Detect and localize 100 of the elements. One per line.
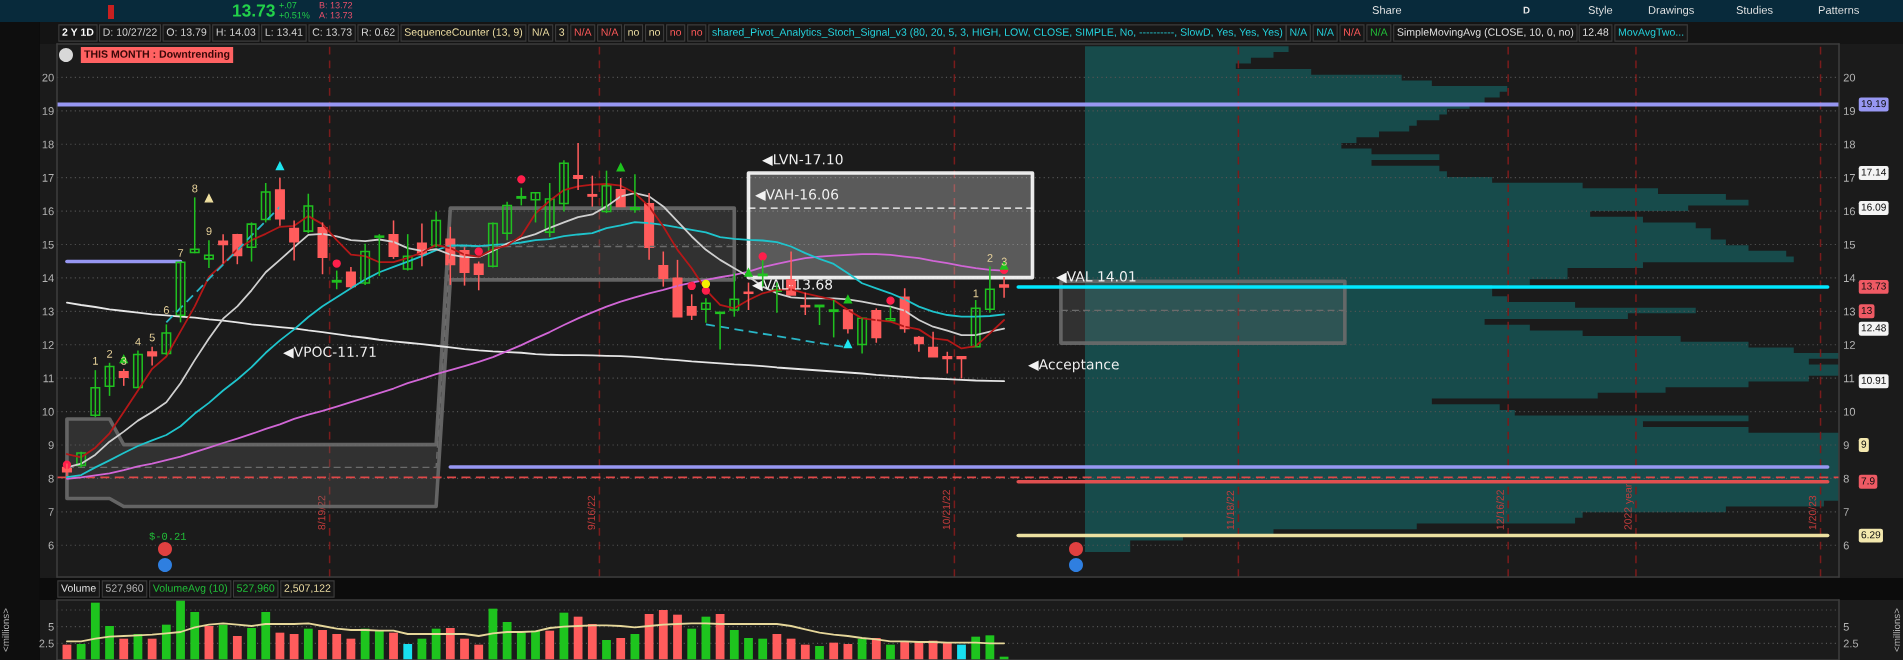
text: N/A xyxy=(1290,28,1308,36)
ref-line-label: 19.19 xyxy=(1861,100,1886,108)
annotation: ◀LVN-17.10 xyxy=(762,154,843,167)
text: shared_Pivot_Analytics_Stoch_Signal_v3 (80, 20, 5, 3, HIGH, LOW, CLOSE, SIMPLE, No, ----------, SlowD, Yes, Yes, Yes) xyxy=(712,28,1283,38)
y2-tick-label: 14 xyxy=(1844,274,1856,282)
y-tick-label: 8 xyxy=(48,474,54,483)
text: SimpleMovingAvg (CLOSE, 10, 0, no) xyxy=(1397,28,1574,38)
y-tick-label: 11 xyxy=(43,374,54,383)
text: 17.14 xyxy=(1861,168,1887,176)
y2-tick-label: 17 xyxy=(1844,174,1855,182)
y-tick-label: 13 xyxy=(42,307,54,316)
x-tick-label: 2022 year xyxy=(1624,483,1634,530)
annotation: 1 xyxy=(973,289,979,298)
annotation: 7 xyxy=(178,249,184,257)
text: 7.9 xyxy=(1861,477,1875,485)
text: 13.73 xyxy=(233,4,275,17)
y2-tick-label: 20 xyxy=(1843,73,1856,82)
text: SequenceCounter (13, 9) xyxy=(404,28,523,38)
text: N/A xyxy=(1344,28,1361,36)
text: 12.48 xyxy=(1861,324,1886,332)
annotation: ◀VAH-16.06 xyxy=(755,189,839,202)
text: no xyxy=(628,30,639,36)
y-tick-label: 7 xyxy=(48,508,54,516)
y-tick-label: 6 xyxy=(48,541,54,550)
text: D xyxy=(1523,6,1530,14)
y-tick-label: 15 xyxy=(42,240,54,249)
annotation: 5 xyxy=(149,333,155,342)
y-tick-label: 2.5 xyxy=(39,639,54,648)
text: Drawings xyxy=(1648,5,1694,17)
text: N/A xyxy=(574,28,592,36)
text: N/A xyxy=(601,28,619,36)
annotation: 2 xyxy=(107,349,113,358)
annotation: 6 xyxy=(163,306,169,314)
annotation: 9 xyxy=(206,227,212,236)
y-tick-label: 10 xyxy=(42,407,54,416)
annotation: ◀VPOC-11.71 xyxy=(283,346,376,359)
annotation: 1 xyxy=(93,357,98,365)
text: 10.91 xyxy=(1861,376,1886,384)
x-tick-label: 12/16/22 xyxy=(1496,490,1504,530)
text: H: 14.03 xyxy=(216,28,256,36)
text: 527,960 xyxy=(105,584,144,594)
text: MovAvgTwo... xyxy=(1618,28,1684,38)
y2-tick-label: 12 xyxy=(1844,341,1855,349)
text: N/A xyxy=(1370,28,1388,36)
y2-tick-label: 15 xyxy=(1844,240,1856,249)
x-tick-label: 10/21/22 xyxy=(942,490,951,530)
annotation: ◀VAL 14.01 xyxy=(1056,271,1136,284)
text: R: 0.62 xyxy=(361,28,395,36)
text: Style xyxy=(1588,5,1613,17)
text: C: 13.73 xyxy=(312,28,352,36)
text: 6.29 xyxy=(1861,531,1881,539)
x-tick-label: 1/20/23 xyxy=(1808,495,1817,530)
y2-axis-title: <millions> xyxy=(1893,608,1901,652)
annotation: THIS MONTH : Downtrending xyxy=(84,50,230,60)
annotation: 4 xyxy=(135,337,141,346)
x-tick-label: 11/18/22 xyxy=(1226,490,1235,530)
text: VolumeAvg (10) xyxy=(152,584,228,594)
y2-tick-label: 18 xyxy=(1844,140,1856,149)
text: no xyxy=(691,30,703,36)
text: 9 xyxy=(1861,440,1867,448)
annotation: 3 xyxy=(1001,257,1007,266)
text: Patterns xyxy=(1818,6,1859,14)
annotation: 8 xyxy=(192,184,198,193)
y2-tick-label: 5 xyxy=(1843,623,1849,631)
y-axis-title: <millions> xyxy=(1,608,10,652)
text: D: 10/27/22 xyxy=(103,28,157,36)
text: +0.51% xyxy=(279,12,310,19)
text: no xyxy=(670,30,682,36)
y2-tick-label: 6 xyxy=(1843,541,1849,550)
y-tick-label: 18 xyxy=(42,140,54,149)
y2-tick-label: 10 xyxy=(1844,407,1856,416)
text: O: 13.79 xyxy=(166,28,207,36)
text: B: 13.72 xyxy=(319,2,353,9)
x-tick-label: 8/19/22 xyxy=(317,495,326,530)
y2-tick-label: 13 xyxy=(1844,307,1856,316)
y2-tick-label: 9 xyxy=(1843,441,1849,450)
text: N/A xyxy=(532,28,550,36)
y-tick-label: 12 xyxy=(42,341,54,349)
y2-tick-label: 8 xyxy=(1843,474,1849,483)
text: L: 13.41 xyxy=(265,28,303,36)
text: Studies xyxy=(1736,5,1773,14)
text: +.07 xyxy=(279,2,297,9)
y2-tick-label: 11 xyxy=(1844,374,1855,383)
y2-tick-label: 16 xyxy=(1844,207,1856,216)
annotation: 3 xyxy=(121,356,127,365)
y-tick-label: 19 xyxy=(42,107,54,115)
y2-tick-label: 2.5 xyxy=(1843,639,1859,648)
y-tick-label: 9 xyxy=(48,441,54,450)
text: N/A xyxy=(1317,28,1334,36)
annotation: $-0.21 xyxy=(149,532,186,541)
y-tick-label: 14 xyxy=(42,274,54,282)
text: 527,960 xyxy=(237,584,275,594)
y2-tick-label: 7 xyxy=(1843,508,1849,516)
text: 13 xyxy=(1861,306,1872,315)
annotation: ◀Acceptance xyxy=(1028,359,1119,373)
text: 3 xyxy=(559,28,565,36)
y-tick-label: 16 xyxy=(42,207,54,216)
y-tick-label: 20 xyxy=(42,73,54,82)
text: 13.73 xyxy=(1861,282,1886,290)
y-tick-label: 5 xyxy=(48,623,54,631)
